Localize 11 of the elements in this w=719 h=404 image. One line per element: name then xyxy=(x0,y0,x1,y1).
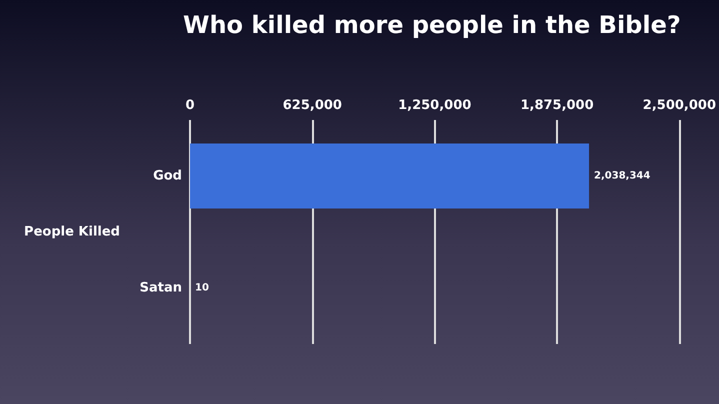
x-tick-label: 2,500,000 xyxy=(642,98,716,113)
chart-title: Who killed more people in the Bible? xyxy=(183,11,681,39)
data-label: 2,038,344 xyxy=(594,170,650,182)
data-label: 10 xyxy=(195,282,209,294)
y-axis-title: People Killed xyxy=(24,224,120,240)
x-tick-label: 1,250,000 xyxy=(398,98,472,113)
x-tick-label: 625,000 xyxy=(282,98,342,113)
x-tick-label: 1,875,000 xyxy=(520,98,594,113)
y-tick-label: God xyxy=(153,168,182,184)
y-tick-label: Satan xyxy=(140,280,182,296)
x-tick-label: 0 xyxy=(185,98,195,113)
